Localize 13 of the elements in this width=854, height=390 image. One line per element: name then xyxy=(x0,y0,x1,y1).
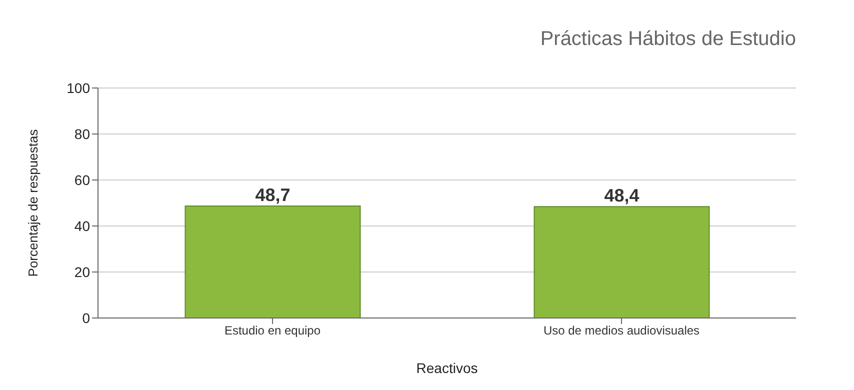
data-label: 48,7 xyxy=(255,184,290,205)
y-tick-label: 60 xyxy=(74,172,90,188)
x-axis-title: Reactivos xyxy=(416,360,478,376)
data-label: 48,4 xyxy=(604,186,640,206)
y-tick-label: 40 xyxy=(74,218,90,234)
x-tick-label: Estudio en equipo xyxy=(224,324,321,338)
chart-title: Prácticas Hábitos de Estudio xyxy=(539,27,797,52)
y-axis-title: Porcentaje de respuestas xyxy=(26,128,41,277)
y-tick-label: 100 xyxy=(66,80,90,96)
y-tick-label: 20 xyxy=(74,264,90,280)
y-tick-label: 80 xyxy=(74,126,90,142)
x-tick-label: Uso de medios audiovisuales xyxy=(543,324,700,338)
y-tick-label: 0 xyxy=(82,310,90,326)
